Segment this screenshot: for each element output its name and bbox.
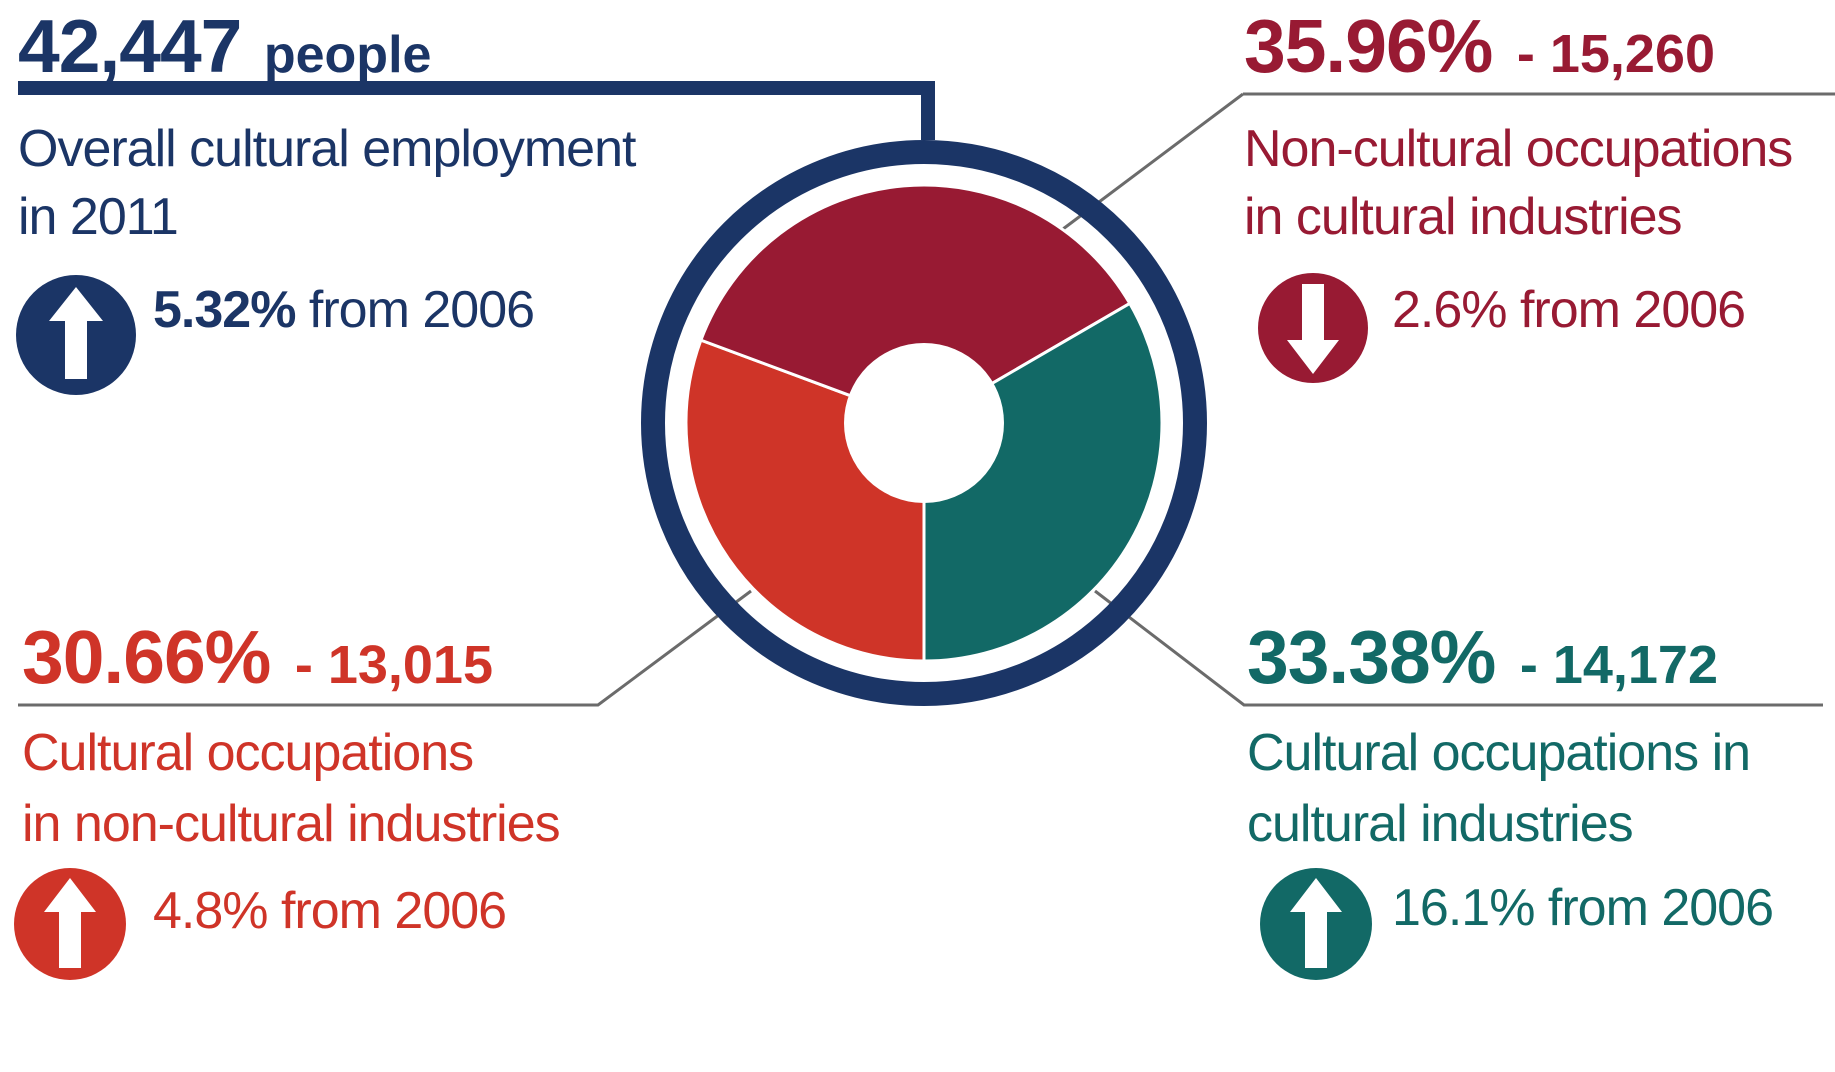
callout-bottom-right-percent: 33.38%	[1247, 615, 1495, 699]
callout-bottom-left-percent: 30.66%	[22, 615, 270, 699]
callout-top-right-headline: 35.96% - 15,260	[1244, 4, 1715, 88]
callout-bottom-right-desc-line2: cultural industries	[1247, 795, 1633, 853]
overall-headline: 42,447 people	[18, 4, 431, 88]
up-arrow-icon	[1260, 868, 1372, 980]
donut-hole	[844, 343, 1004, 503]
callout-bottom-left-desc-line1: Cultural occupations	[22, 724, 473, 782]
overall-connector-line	[18, 81, 935, 140]
donut-outer-ring	[641, 140, 1207, 706]
overall-unit: people	[264, 26, 432, 84]
callout-bottom-left-headline: 30.66% - 13,015	[22, 615, 493, 699]
overall-change: 5.32% from 2006	[153, 281, 534, 339]
donut-slice-non-cultural-occupations-in-cultural-industries	[698, 183, 1132, 425]
callout-bottom-right-desc-line1: Cultural occupations in	[1247, 724, 1750, 782]
overall-desc-line1: Overall cultural employment	[18, 120, 637, 178]
overall-change-percent: 5.32%	[153, 281, 295, 339]
callout-top-right-count: - 15,260	[1517, 24, 1715, 84]
donut-chart	[641, 140, 1207, 706]
callout-bottom-left-change: 4.8% from 2006	[153, 882, 506, 940]
callout-bottom-right-count: - 14,172	[1520, 635, 1718, 695]
callout-top-right-percent: 35.96%	[1244, 4, 1492, 88]
overall-change-rest: from 2006	[295, 281, 534, 339]
callout-bottom-left-desc-line2: in non-cultural industries	[22, 795, 560, 853]
callout-top-right-change: 2.6% from 2006	[1392, 281, 1745, 339]
down-arrow-icon	[1258, 273, 1368, 383]
leader-line-bottom-right	[1094, 589, 1823, 707]
callout-top-right-desc-line1: Non-cultural occupations	[1244, 120, 1792, 178]
callout-top-right-desc-line2: in cultural industries	[1244, 188, 1682, 246]
leader-line-bottom-left	[18, 589, 752, 707]
callout-bottom-right-headline: 33.38% - 14,172	[1247, 615, 1718, 699]
up-arrow-icon	[16, 275, 136, 395]
overall-desc-line2: in 2011	[18, 188, 178, 246]
overall-count: 42,447	[18, 4, 241, 88]
callout-bottom-right-change: 16.1% from 2006	[1392, 879, 1773, 937]
callout-bottom-left-count: - 13,015	[295, 635, 493, 695]
up-arrow-icon	[14, 868, 126, 980]
